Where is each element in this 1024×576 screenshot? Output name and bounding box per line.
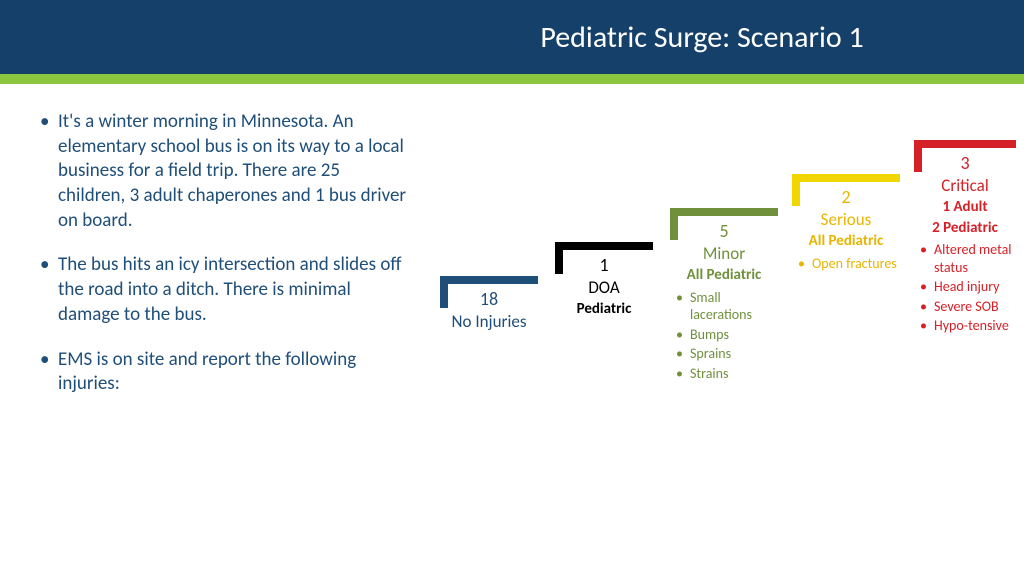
stair-step: 18No Injuries: [440, 276, 538, 332]
stair-count: 3: [914, 152, 1016, 175]
stair-count: 1: [555, 254, 653, 277]
accent-bar: [0, 74, 1024, 84]
detail-item: Open fractures: [798, 255, 900, 273]
stair-count: 18: [440, 288, 538, 311]
stair-sub: 1 Adult: [914, 198, 1016, 217]
stair-sub: 2 Pediatric: [914, 219, 1016, 238]
detail-item: Head injury: [920, 278, 1016, 296]
detail-item: Strains: [676, 365, 778, 383]
detail-item: Small lacerations: [676, 289, 778, 324]
stair-step: 3Critical 1 Adult 2 Pediatric Altered metal…: [914, 140, 1016, 337]
detail-item: Sprains: [676, 345, 778, 363]
stair-body: 18No Injuries: [440, 276, 538, 332]
stair-body: 2Serious All Pediatric Open fractures: [792, 174, 900, 272]
stair-label: Minor: [670, 243, 778, 264]
stair-count: 2: [792, 186, 900, 209]
stair-step: 5Minor All Pediatric Small lacerations Bump…: [670, 208, 778, 384]
detail-item: Bumps: [676, 326, 778, 344]
stair-label: DOA: [555, 277, 653, 298]
stair-count: 5: [670, 220, 778, 243]
header: Pediatric Surge: Scenario 1: [0, 0, 1024, 74]
stair-body: 1DOA Pediatric: [555, 242, 653, 319]
bullet-list: It's a winter morning in Minnesota. An e…: [40, 110, 410, 397]
bullet-item: EMS is on site and report the following …: [40, 348, 410, 397]
stair-label: Serious: [792, 209, 900, 230]
stair-details: Altered metal status Head injury Severe SO…: [914, 241, 1016, 335]
detail-item: Hypo-tensive: [920, 317, 1016, 335]
bullet-item: It's a winter morning in Minnesota. An e…: [40, 110, 410, 233]
stair-label: No Injuries: [440, 311, 538, 332]
stair-sub: Pediatric: [555, 300, 653, 319]
page-title: Pediatric Surge: Scenario 1: [540, 19, 863, 56]
stair-body: 5Minor All Pediatric Small lacerations Bump…: [670, 208, 778, 382]
detail-item: Altered metal status: [920, 241, 1016, 276]
bullet-item: The bus hits an icy intersection and sli…: [40, 253, 410, 327]
staircase-diagram: 18No Injuries 1DOA Pediatric 5Minor All Pedi…: [430, 84, 1024, 576]
detail-item: Severe SOB: [920, 298, 1016, 316]
content-area: It's a winter morning in Minnesota. An e…: [0, 84, 1024, 576]
stair-details: Open fractures: [792, 255, 900, 273]
stair-body: 3Critical 1 Adult 2 Pediatric Altered metal…: [914, 140, 1016, 335]
stair-sub: All Pediatric: [670, 266, 778, 285]
stair-details: Small lacerations BumpsSprains Strains: [670, 289, 778, 383]
stair-label: Critical: [914, 175, 1016, 196]
stair-step: 1DOA Pediatric: [555, 242, 653, 319]
stair-sub: All Pediatric: [792, 232, 900, 251]
scenario-text: It's a winter morning in Minnesota. An e…: [0, 84, 430, 576]
stair-step: 2Serious All Pediatric Open fractures: [792, 174, 900, 274]
